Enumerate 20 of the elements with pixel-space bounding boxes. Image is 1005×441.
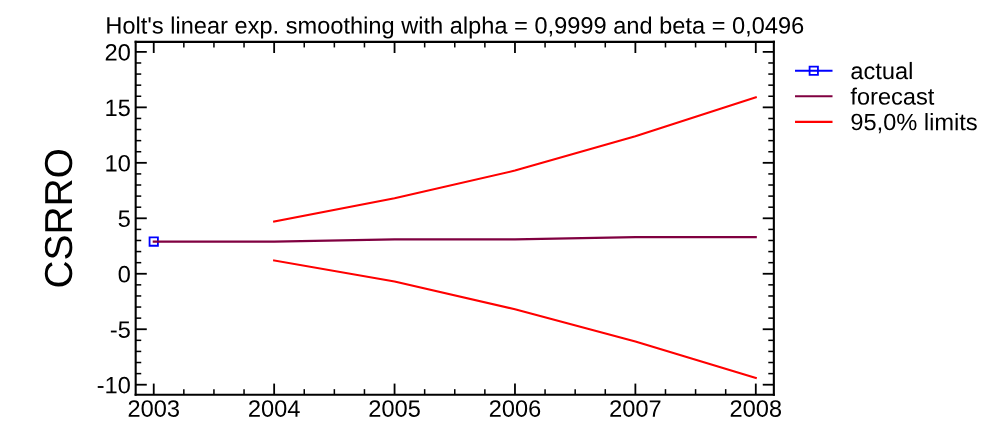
y-tick-label: 10 <box>106 154 130 172</box>
x-tick-label: 2003 <box>128 400 179 417</box>
line-series <box>273 96 757 223</box>
y-tick-label: 20 <box>105 43 130 61</box>
x-tick-label: 2005 <box>369 400 420 417</box>
y-tick-label: -5 <box>110 321 130 339</box>
y-axis-title: CSRRO <box>44 149 73 287</box>
x-tick-label: 2007 <box>610 400 661 417</box>
y-tick-label: -10 <box>97 376 130 394</box>
x-tick-label: 2006 <box>489 400 541 417</box>
x-tick-label: 2008 <box>730 400 782 417</box>
x-tick-label: 2004 <box>249 400 300 417</box>
chart-title: Holt's linear exp. smoothing with alpha = 0,9999 and beta = 0,0496 <box>107 16 804 39</box>
legend-label: actual <box>851 61 912 80</box>
legend-label: forecast <box>850 87 935 105</box>
y-tick-label: 0 <box>118 265 130 283</box>
legend-label: 95,0% limits <box>851 113 977 134</box>
y-tick-label: 5 <box>118 210 130 228</box>
line-series <box>273 259 757 380</box>
y-tick-label: 15 <box>106 99 130 117</box>
